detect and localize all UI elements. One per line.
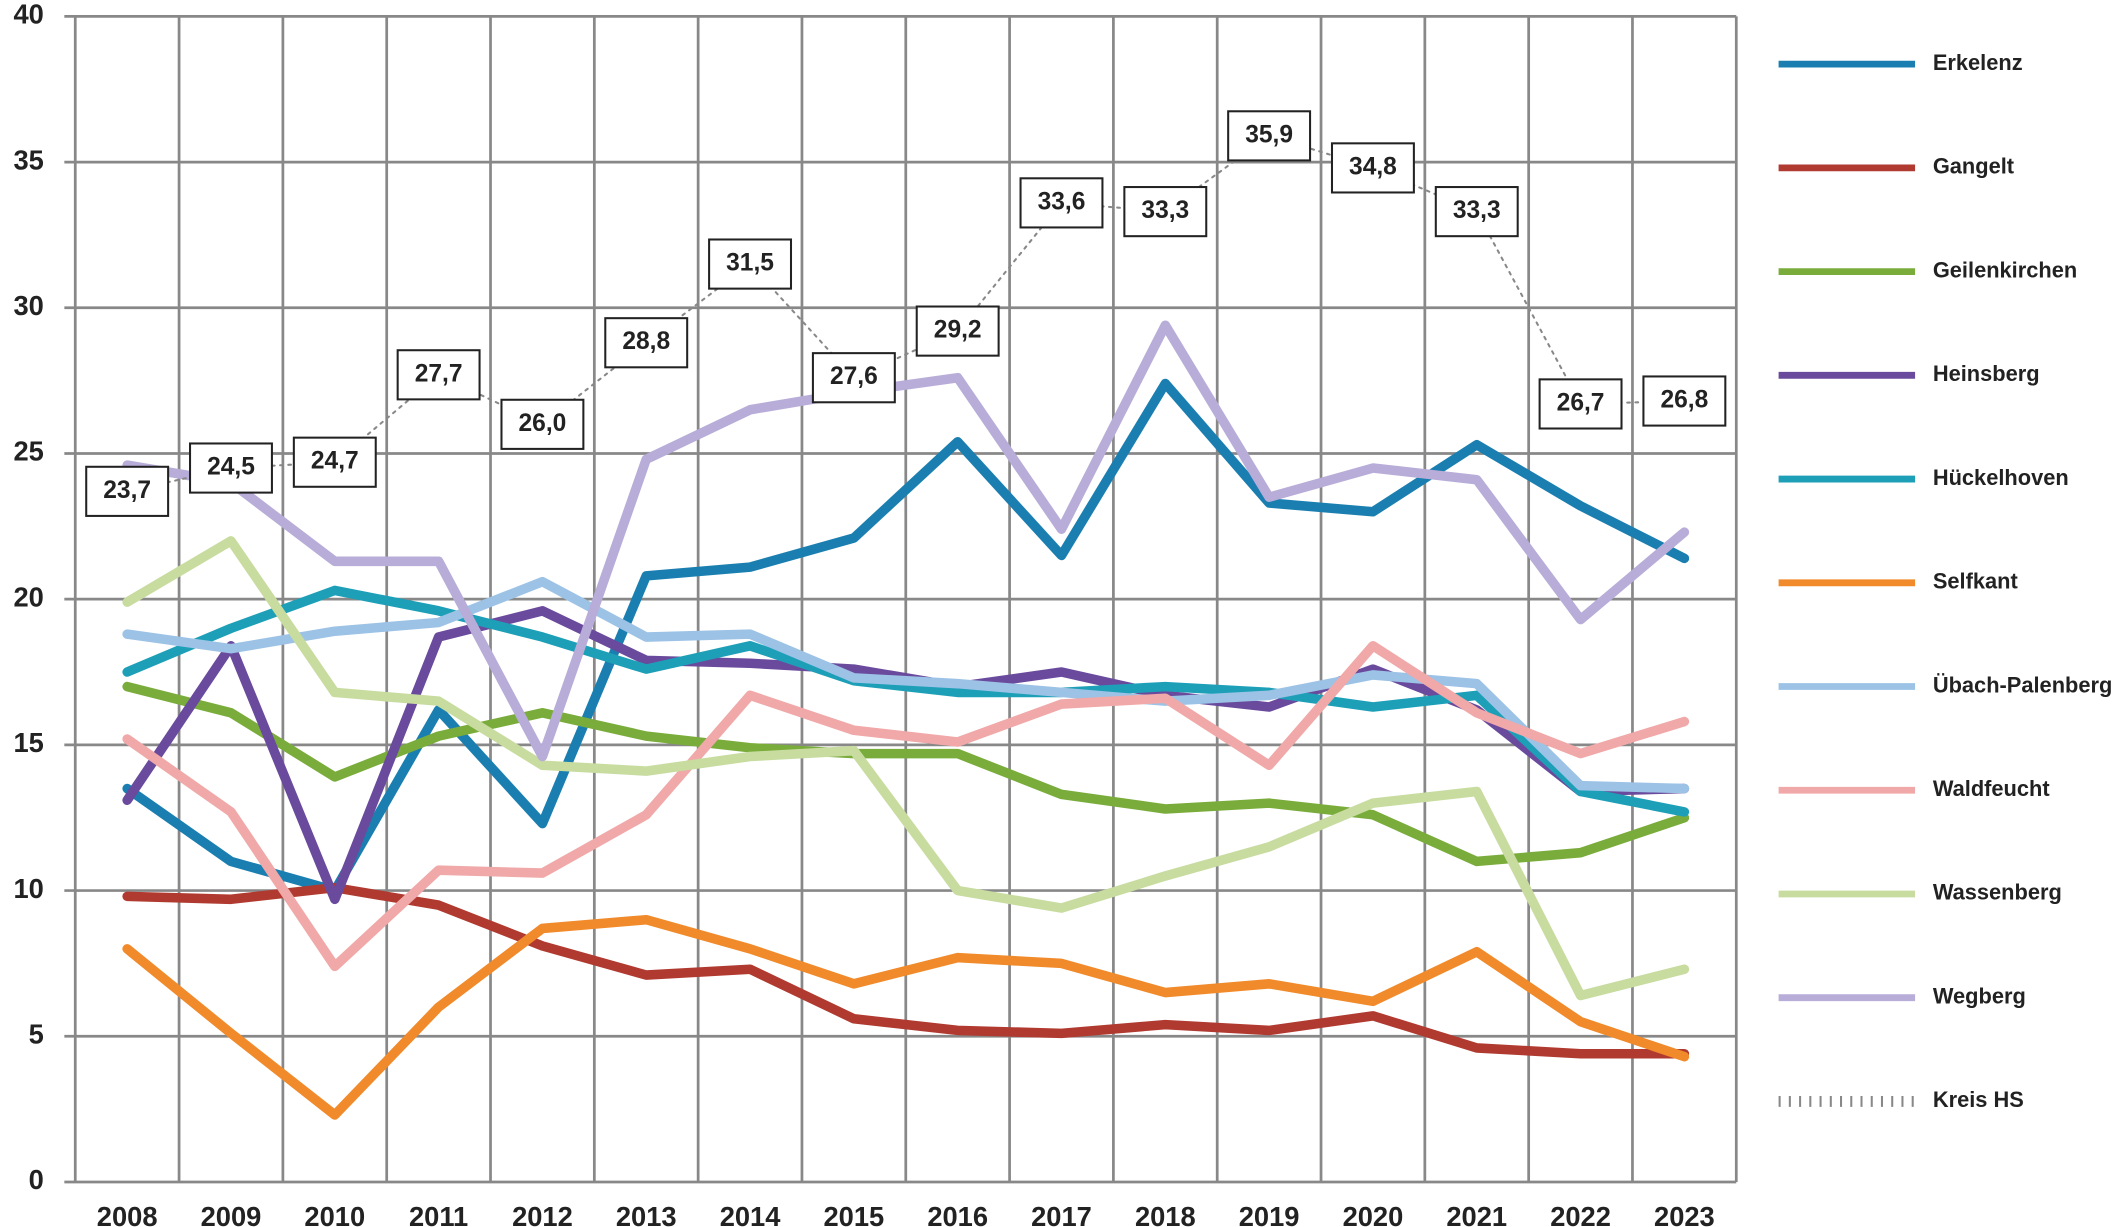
value-label-box bbox=[189, 442, 273, 494]
value-label: 33,6 bbox=[1019, 177, 1104, 229]
value-label-text: 28,8 bbox=[622, 328, 670, 355]
legend-label: Hückelhoven bbox=[1933, 465, 2069, 490]
legend-label: Gangelt bbox=[1933, 154, 2014, 179]
value-label-box bbox=[85, 465, 170, 517]
legend-label: Selfkant bbox=[1933, 569, 2018, 594]
value-label-text: 23,7 bbox=[103, 477, 151, 504]
x-tick-label: 2021 bbox=[1446, 1201, 1507, 1227]
value-label-box bbox=[1123, 186, 1208, 238]
value-label-text: 33,3 bbox=[1141, 197, 1189, 224]
x-tick-label: 2011 bbox=[409, 1201, 468, 1227]
y-tick-label: 20 bbox=[14, 581, 44, 612]
legend-label: Erkelenz bbox=[1933, 50, 2023, 75]
value-label-box bbox=[1019, 177, 1104, 229]
value-label: 24,7 bbox=[292, 436, 377, 488]
x-tick-label: 2010 bbox=[304, 1201, 365, 1227]
legend-label: Geilenkirchen bbox=[1933, 257, 2077, 282]
series-line bbox=[122, 536, 1690, 1001]
value-label-text: 26,8 bbox=[1660, 387, 1708, 414]
y-tick-label: 0 bbox=[29, 1164, 44, 1195]
value-label-box bbox=[1642, 375, 1727, 427]
value-label-text: 31,5 bbox=[726, 250, 774, 277]
x-tick-label: 2017 bbox=[1031, 1201, 1092, 1227]
series-line bbox=[122, 320, 1690, 762]
value-label: 31,5 bbox=[708, 238, 793, 290]
legend-label: Wegberg bbox=[1933, 983, 2026, 1008]
value-label-text: 33,3 bbox=[1453, 197, 1501, 224]
value-label-box bbox=[915, 305, 1000, 357]
x-tick-label: 2016 bbox=[927, 1201, 988, 1227]
value-label: 33,3 bbox=[1123, 186, 1208, 238]
value-label: 26,8 bbox=[1642, 375, 1727, 427]
value-label: 33,3 bbox=[1434, 186, 1519, 238]
value-label-text: 26,7 bbox=[1557, 389, 1605, 416]
value-label: 23,7 bbox=[85, 465, 170, 517]
legend-label: Kreis HS bbox=[1933, 1087, 2024, 1112]
x-tick-label: 2008 bbox=[97, 1201, 158, 1227]
x-tick-label: 2013 bbox=[616, 1201, 677, 1227]
value-label: 35,9 bbox=[1227, 110, 1312, 162]
value-label: 27,6 bbox=[811, 352, 896, 404]
value-label-box bbox=[500, 398, 585, 450]
value-label-box bbox=[292, 436, 377, 488]
value-label-box bbox=[396, 349, 481, 401]
legend-label: Übach-Palenberg bbox=[1933, 672, 2113, 697]
x-tick-label: 2015 bbox=[824, 1201, 885, 1227]
x-tick-label: 2019 bbox=[1239, 1201, 1300, 1227]
x-tick-label: 2018 bbox=[1135, 1201, 1196, 1227]
value-label-text: 33,6 bbox=[1038, 188, 1086, 215]
y-tick-label: 10 bbox=[14, 873, 44, 904]
value-label-box bbox=[1227, 110, 1312, 162]
series-line bbox=[122, 585, 1690, 817]
value-label: 26,7 bbox=[1538, 378, 1623, 430]
y-tick-label: 5 bbox=[29, 1018, 44, 1049]
x-tick-label: 2012 bbox=[512, 1201, 573, 1227]
legend-label: Wassenberg bbox=[1933, 880, 2062, 905]
x-tick-label: 2020 bbox=[1343, 1201, 1404, 1227]
value-label-text: 34,8 bbox=[1349, 153, 1397, 180]
series-line bbox=[122, 641, 1690, 972]
value-label-text: 27,7 bbox=[415, 360, 463, 387]
value-label-text: 27,6 bbox=[830, 363, 878, 390]
legend-label: Heinsberg bbox=[1933, 361, 2040, 386]
x-tick-label: 2009 bbox=[201, 1201, 262, 1227]
y-tick-label: 35 bbox=[14, 144, 44, 175]
y-tick-label: 25 bbox=[14, 436, 44, 467]
value-label: 28,8 bbox=[604, 317, 689, 369]
value-label: 24,5 bbox=[189, 442, 273, 494]
value-label: 26,0 bbox=[500, 398, 585, 450]
dotted-line bbox=[126, 134, 1686, 493]
value-label-box bbox=[604, 317, 689, 369]
x-tick-label: 2022 bbox=[1550, 1201, 1611, 1227]
value-label-text: 24,7 bbox=[311, 448, 359, 475]
value-label: 27,7 bbox=[396, 349, 481, 401]
value-label-box bbox=[1538, 378, 1623, 430]
value-label: 34,8 bbox=[1330, 142, 1415, 194]
x-tick-label: 2023 bbox=[1654, 1201, 1715, 1227]
value-label-box bbox=[708, 238, 793, 290]
x-tick-label: 2014 bbox=[720, 1201, 782, 1227]
value-label-text: 29,2 bbox=[934, 317, 982, 344]
value-label-box bbox=[1434, 186, 1519, 238]
value-label-text: 26,0 bbox=[519, 410, 567, 437]
y-tick-label: 15 bbox=[14, 727, 44, 758]
value-label-text: 24,5 bbox=[207, 454, 255, 481]
value-label: 29,2 bbox=[915, 305, 1000, 357]
value-label-text: 35,9 bbox=[1245, 121, 1293, 148]
value-label-box bbox=[811, 352, 896, 404]
y-tick-label: 40 bbox=[14, 0, 44, 30]
value-label-box bbox=[1330, 142, 1415, 194]
y-tick-label: 30 bbox=[14, 290, 44, 321]
legend-label: Waldfeucht bbox=[1933, 776, 2050, 801]
series-line bbox=[122, 914, 1690, 1120]
series-line bbox=[122, 882, 1690, 1059]
